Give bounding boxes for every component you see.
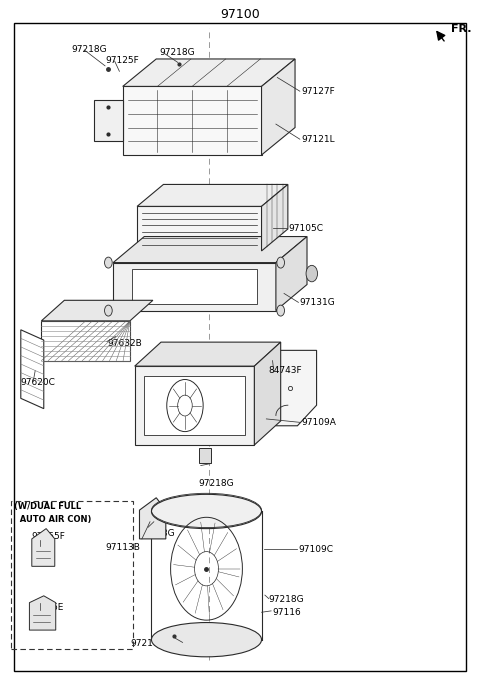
Polygon shape: [137, 206, 262, 251]
Bar: [199, 449, 211, 464]
Text: (W/DUAL FULL: (W/DUAL FULL: [14, 502, 81, 512]
Text: 97100: 97100: [220, 8, 260, 21]
Bar: [11, 502, 133, 649]
Text: 97620C: 97620C: [21, 378, 56, 387]
Text: 97218G: 97218G: [159, 47, 195, 56]
Polygon shape: [29, 596, 56, 630]
Polygon shape: [254, 342, 281, 445]
Polygon shape: [262, 184, 288, 251]
Text: 97218G: 97218G: [269, 596, 304, 605]
Text: 97218G: 97218G: [140, 529, 175, 538]
Polygon shape: [262, 59, 295, 155]
Polygon shape: [113, 236, 307, 262]
Text: 97113B: 97113B: [105, 543, 140, 552]
Polygon shape: [137, 184, 288, 206]
Text: 97218G: 97218G: [72, 45, 107, 54]
Polygon shape: [262, 350, 317, 426]
Text: 97176E: 97176E: [29, 603, 64, 612]
Circle shape: [105, 305, 112, 316]
Text: 97127F: 97127F: [301, 87, 335, 95]
Text: 97116: 97116: [273, 608, 301, 617]
Text: 97105C: 97105C: [289, 224, 324, 233]
Polygon shape: [123, 87, 262, 155]
Polygon shape: [123, 59, 295, 87]
Text: 97131G: 97131G: [300, 298, 336, 307]
Circle shape: [277, 257, 285, 268]
Text: 97218G: 97218G: [198, 479, 233, 488]
Bar: [144, 376, 245, 435]
Polygon shape: [140, 498, 166, 539]
Polygon shape: [41, 300, 153, 321]
Text: 97125F: 97125F: [105, 56, 139, 65]
Polygon shape: [32, 528, 55, 566]
Bar: [132, 269, 257, 304]
Polygon shape: [113, 262, 276, 311]
Text: 97218G: 97218G: [130, 640, 166, 649]
Polygon shape: [135, 366, 254, 445]
Polygon shape: [94, 100, 123, 142]
Circle shape: [277, 305, 285, 316]
Text: 97632B: 97632B: [107, 339, 142, 348]
Ellipse shape: [152, 622, 262, 657]
Ellipse shape: [152, 495, 262, 528]
Polygon shape: [21, 330, 44, 409]
Text: 97121L: 97121L: [301, 135, 335, 144]
Text: 97155F: 97155F: [32, 532, 66, 541]
Text: FR.: FR.: [451, 25, 471, 34]
Polygon shape: [135, 342, 281, 366]
Circle shape: [306, 265, 318, 282]
Polygon shape: [41, 321, 130, 361]
Text: 84743F: 84743F: [269, 366, 302, 375]
Polygon shape: [276, 236, 307, 311]
Text: 97109A: 97109A: [301, 418, 336, 427]
Text: AUTO AIR CON): AUTO AIR CON): [14, 515, 92, 523]
Circle shape: [105, 257, 112, 268]
Text: 97109C: 97109C: [299, 545, 334, 554]
